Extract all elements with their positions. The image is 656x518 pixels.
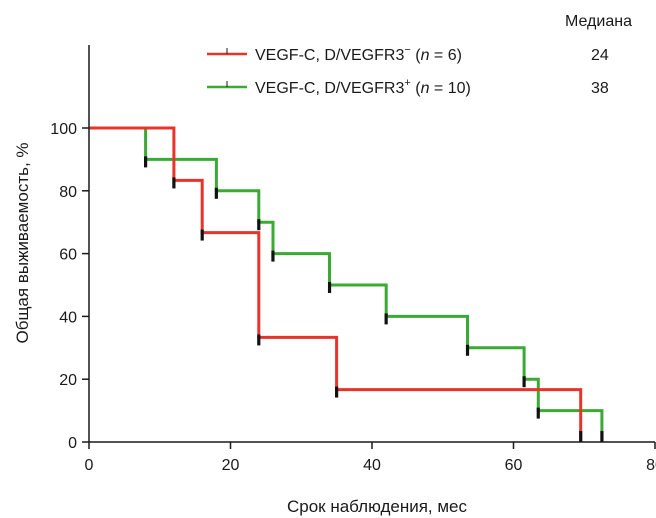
legend-label-negative: VEGF-C, D/VEGFR3− (n = 6) xyxy=(255,44,462,64)
x-tick-label: 60 xyxy=(505,457,523,474)
survival-curve-negative xyxy=(89,126,583,442)
y-ticks: 0 20 40 60 80 100 xyxy=(50,121,89,452)
legend-label-positive: VEGF-C, D/VEGFR3+ (n = 10) xyxy=(255,77,471,97)
x-tick-label: 0 xyxy=(85,457,94,474)
x-axis-title: Срок наблюдения, мес xyxy=(287,497,468,516)
survival-curves xyxy=(89,126,604,442)
legend: Медиана VEGF-C, D/VEGFR3− (n = 6) 24 VEG… xyxy=(207,13,632,97)
y-tick-label: 80 xyxy=(59,184,77,201)
x-tick-label: 20 xyxy=(222,457,240,474)
x-ticks: 0 20 40 60 80 xyxy=(85,442,656,474)
y-tick-label: 20 xyxy=(59,372,77,389)
censor-marks xyxy=(144,156,604,442)
legend-header: Медиана xyxy=(565,13,632,30)
x-tick-label: 40 xyxy=(363,457,381,474)
legend-median-negative: 24 xyxy=(591,47,609,64)
legend-median-positive: 38 xyxy=(591,80,609,97)
x-tick-label: 80 xyxy=(646,457,656,474)
survival-curve-positive xyxy=(89,126,604,442)
y-tick-label: 40 xyxy=(59,309,77,326)
y-tick-label: 100 xyxy=(50,121,77,138)
y-tick-label: 0 xyxy=(68,435,77,452)
y-tick-label: 60 xyxy=(59,247,77,264)
y-axis-title: Общая выживаемость, % xyxy=(13,142,32,343)
